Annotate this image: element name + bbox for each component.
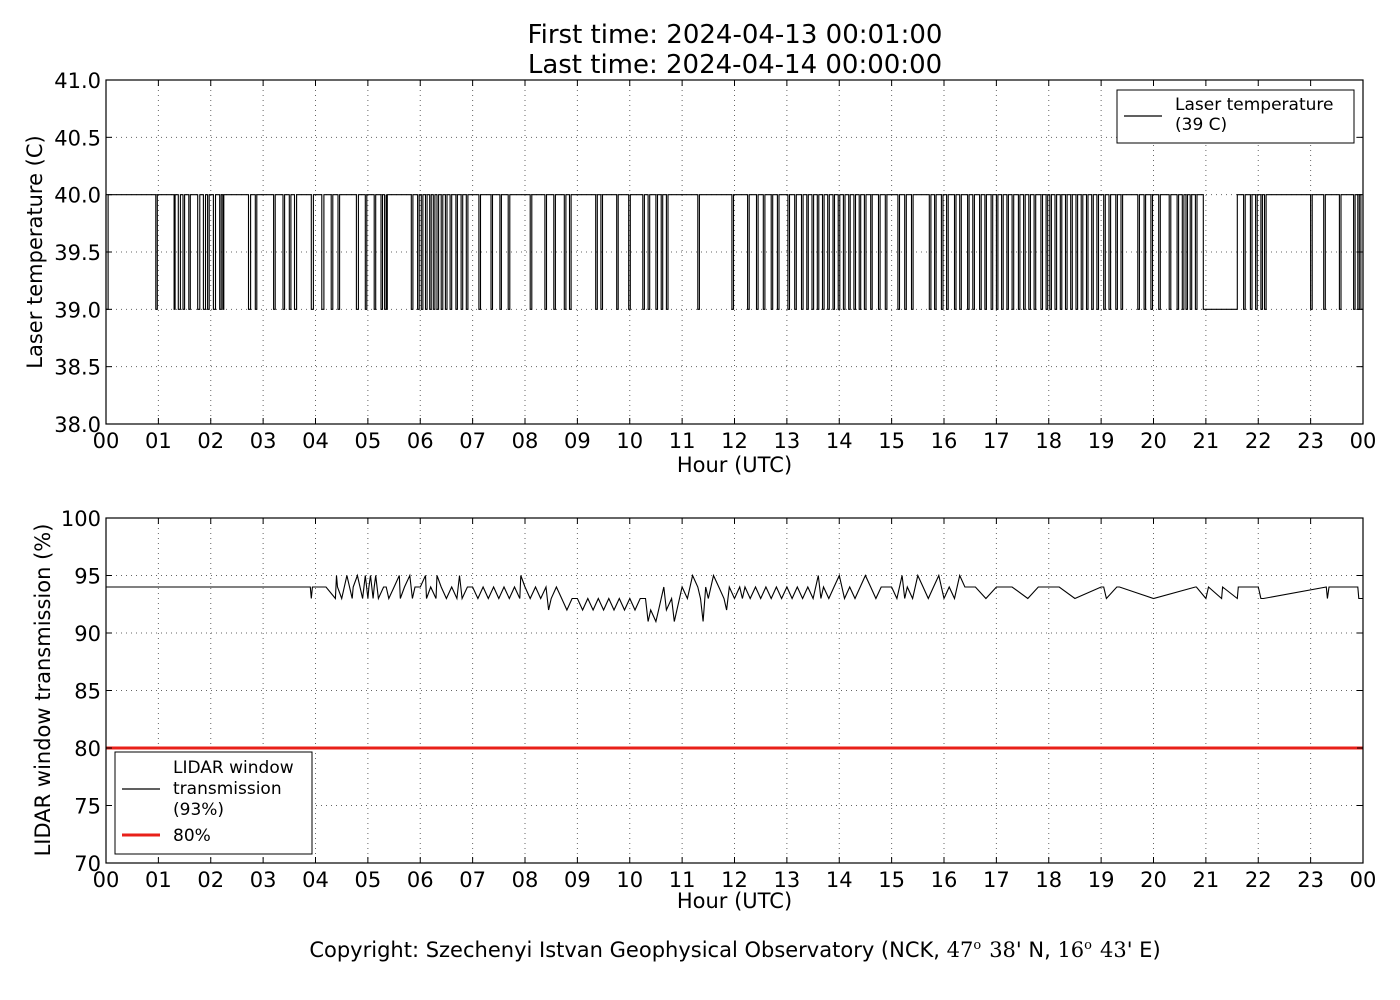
laser-temperature-chart: 00 01 02 03 04 05 06 07 08 09 10 11 12 13 14 15 16 17 18 19… [23, 69, 1376, 477]
longitude-degree-mark: o [1084, 938, 1092, 953]
lidar-transmission-xtick-label: 00 [1350, 868, 1377, 892]
laser-temperature-xtick-label: 18 [1035, 429, 1062, 453]
laser-temperature-legend-line-2: (39 C) [1175, 115, 1227, 135]
laser-temperature-ytick-label: 40.5 [54, 126, 101, 150]
laser-temperature-ticks: 00 01 02 03 04 05 06 07 08 09 10 11 12 13 14 15 16 17 18 19… [54, 69, 1376, 453]
lidar-transmission-xtick-label: 10 [616, 868, 643, 892]
lidar-transmission-xtick-label: 21 [1193, 868, 1220, 892]
lidar-transmission-legend-line-3: (93%) [173, 800, 224, 820]
laser-temperature-series-line [105, 194, 1364, 310]
lidar-transmission-xtick-label: 23 [1297, 868, 1324, 892]
lidar-transmission-xtick-label: 20 [1140, 868, 1167, 892]
lidar-transmission-ytick-label: 90 [74, 622, 101, 646]
laser-temperature-plot [105, 194, 1364, 310]
latitude-degrees: 47 [947, 938, 974, 962]
lidar-transmission-plot [106, 573, 1363, 750]
laser-temperature-xtick-label: 07 [459, 429, 486, 453]
laser-temperature-xtick-label: 15 [878, 429, 905, 453]
lidar-transmission-xtick-label: 15 [878, 868, 905, 892]
laser-temperature-xtick-label: 20 [1140, 429, 1167, 453]
lidar-transmission-xtick-label: 12 [721, 868, 748, 892]
lidar-transmission-ytick-label: 100 [61, 507, 101, 531]
lidar-transmission-ticks: 00 01 02 03 04 05 06 07 08 09 10 11 12 13 14 15 16 17 18 19… [61, 507, 1376, 892]
first-time-title: First time: 2024-04-13 00:01:00 [528, 20, 943, 50]
latitude-suffix: ' N, [1016, 938, 1058, 962]
laser-temperature-xtick-label: 14 [826, 429, 853, 453]
lidar-transmission-ytick-label: 85 [74, 680, 101, 704]
laser-temperature-xtick-label: 17 [983, 429, 1010, 453]
lidar-transmission-xtick-label: 16 [931, 868, 958, 892]
laser-temperature-xtick-label: 21 [1193, 429, 1220, 453]
laser-temperature-ytick-label: 38.5 [54, 356, 101, 380]
laser-temperature-xtick-label: 16 [931, 429, 958, 453]
copyright-prefix: Copyright: Szechenyi Istvan Geophysical … [309, 938, 946, 962]
lidar-transmission-legend: LIDAR window transmission (93%) 80% [114, 751, 313, 855]
lidar-transmission-xtick-label: 17 [983, 868, 1010, 892]
lidar-transmission-ytick-label: 70 [74, 852, 101, 876]
lidar-transmission-xtick-label: 02 [197, 868, 224, 892]
laser-temperature-xtick-label: 22 [1245, 429, 1272, 453]
laser-temperature-xtick-label: 05 [355, 429, 382, 453]
latitude-degree-mark: o [973, 938, 981, 953]
laser-temperature-xtick-label: 10 [616, 429, 643, 453]
laser-temperature-ylabel: Laser temperature (C) [23, 135, 47, 368]
latitude-minutes: 38 [989, 938, 1016, 962]
lidar-transmission-xtick-label: 13 [774, 868, 801, 892]
laser-temperature-ytick-label: 39.0 [54, 298, 101, 322]
longitude-suffix: ' E) [1127, 938, 1161, 962]
lidar-transmission-xtick-label: 08 [512, 868, 539, 892]
lidar-transmission-xlabel: Hour (UTC) [677, 889, 792, 913]
laser-temperature-legend-box [1116, 89, 1355, 144]
lidar-transmission-xtick-label: 04 [302, 868, 329, 892]
copyright-text: Copyright: Szechenyi Istvan Geophysical … [309, 938, 1160, 962]
laser-temperature-xtick-label: 08 [512, 429, 539, 453]
lidar-transmission-ytick-label: 95 [74, 565, 101, 589]
last-time-title: Last time: 2024-04-14 00:00:00 [528, 50, 942, 80]
lidar-transmission-xtick-label: 14 [826, 868, 853, 892]
laser-temperature-xtick-label: 00 [1350, 429, 1377, 453]
laser-temperature-ytick-label: 41.0 [54, 69, 101, 93]
lidar-transmission-ytick-label: 80 [74, 737, 101, 761]
lidar-transmission-xtick-label: 01 [145, 868, 172, 892]
lidar-transmission-series-line [106, 573, 1363, 624]
lidar-transmission-xtick-label: 18 [1035, 868, 1062, 892]
laser-temperature-xtick-label: 13 [774, 429, 801, 453]
lidar-transmission-xtick-label: 06 [407, 868, 434, 892]
lidar-transmission-ytick-label: 75 [74, 795, 101, 819]
laser-temperature-xtick-label: 11 [669, 429, 696, 453]
laser-temperature-ytick-label: 40.0 [54, 184, 101, 208]
laser-temperature-xtick-label: 01 [145, 429, 172, 453]
lidar-transmission-chart: 00 01 02 03 04 05 06 07 08 09 10 11 12 13 14 15 16 17 18 19… [31, 507, 1376, 913]
laser-temperature-xtick-label: 04 [302, 429, 329, 453]
laser-temperature-ytick-label: 38.0 [54, 413, 101, 437]
lidar-transmission-ylabel: LIDAR window transmission (%) [31, 524, 55, 857]
lidar-transmission-xtick-label: 19 [1088, 868, 1115, 892]
laser-temperature-xtick-label: 23 [1297, 429, 1324, 453]
lidar-transmission-legend-line-1: LIDAR window [173, 758, 294, 778]
lidar-transmission-xtick-label: 03 [250, 868, 277, 892]
threshold-legend-label: 80% [173, 826, 211, 846]
laser-temperature-xtick-label: 02 [197, 429, 224, 453]
laser-temperature-legend-line-1: Laser temperature [1175, 95, 1333, 115]
longitude-degrees: 16 [1057, 938, 1084, 962]
lidar-transmission-legend-box [114, 751, 313, 855]
laser-temperature-xtick-label: 19 [1088, 429, 1115, 453]
lidar-transmission-xtick-label: 07 [459, 868, 486, 892]
lidar-transmission-legend-line-2: transmission [173, 779, 282, 799]
laser-temperature-ytick-label: 39.5 [54, 241, 101, 265]
laser-temperature-xtick-label: 06 [407, 429, 434, 453]
laser-temperature-xlabel: Hour (UTC) [677, 453, 792, 477]
lidar-transmission-xtick-label: 00 [93, 868, 120, 892]
laser-temperature-xtick-label: 09 [564, 429, 591, 453]
longitude-minutes: 43 [1100, 938, 1127, 962]
laser-temperature-xtick-label: 03 [250, 429, 277, 453]
laser-temperature-xtick-label: 00 [93, 429, 120, 453]
lidar-transmission-xtick-label: 05 [355, 868, 382, 892]
lidar-transmission-xtick-label: 22 [1245, 868, 1272, 892]
laser-temperature-xtick-label: 12 [721, 429, 748, 453]
lidar-transmission-xtick-label: 11 [669, 868, 696, 892]
laser-temperature-legend: Laser temperature (39 C) [1116, 89, 1355, 144]
lidar-transmission-xtick-label: 09 [564, 868, 591, 892]
